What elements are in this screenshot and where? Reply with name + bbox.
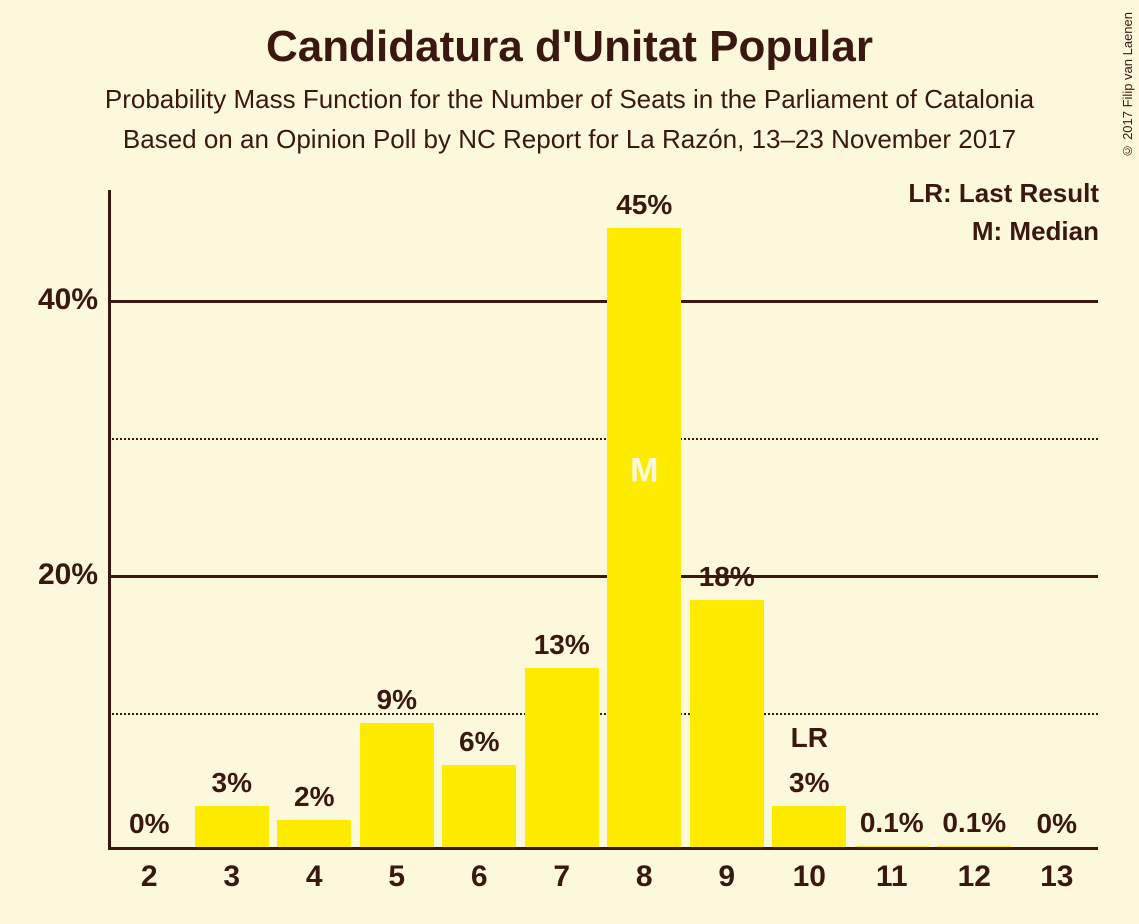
y-axis-label: 20% [8, 558, 98, 592]
x-axis-label: 10 [793, 860, 826, 894]
x-axis [108, 847, 1098, 850]
gridline [108, 575, 1098, 578]
bar-value-label: 45% [616, 189, 672, 221]
bar-value-label: 0.1% [860, 807, 924, 839]
x-axis-label: 2 [141, 860, 158, 894]
chart-subtitle-1: Probability Mass Function for the Number… [0, 84, 1139, 115]
bar [937, 846, 1011, 847]
x-axis-label: 12 [958, 860, 991, 894]
bar [855, 846, 929, 847]
bar-chart: 20%40%0%23%32%49%56%613%745%8M18%93%10LR… [108, 190, 1098, 850]
x-axis-label: 11 [876, 860, 908, 894]
x-axis-label: 5 [388, 860, 405, 894]
bar [277, 820, 351, 848]
bar-value-label: 6% [459, 726, 499, 758]
x-axis-label: 7 [553, 860, 570, 894]
bar-value-label: 13% [534, 629, 590, 661]
bar-value-label: 2% [294, 781, 334, 813]
bar [772, 806, 846, 847]
gridline [108, 438, 1098, 440]
bar [195, 806, 269, 847]
bar-value-label: 0% [129, 808, 169, 840]
x-axis-label: 8 [636, 860, 653, 894]
copyright-text: © 2017 Filip van Laenen [1120, 12, 1135, 159]
bar [525, 668, 599, 847]
x-axis-label: 3 [223, 860, 240, 894]
gridline [108, 300, 1098, 303]
bar-value-label: 9% [377, 684, 417, 716]
chart-title: Candidatura d'Unitat Popular [0, 22, 1139, 72]
x-axis-label: 13 [1040, 860, 1073, 894]
bar-value-label: 0% [1037, 808, 1077, 840]
bar [442, 765, 516, 848]
gridline [108, 713, 1098, 715]
x-axis-label: 6 [471, 860, 488, 894]
median-marker: M [630, 451, 658, 490]
bar-value-label: 18% [699, 561, 755, 593]
chart-subtitle-2: Based on an Opinion Poll by NC Report fo… [0, 124, 1139, 155]
y-axis-label: 40% [8, 283, 98, 317]
bar-value-label: 3% [789, 767, 829, 799]
x-axis-label: 4 [306, 860, 323, 894]
bar [360, 723, 434, 847]
y-axis [108, 190, 111, 850]
bar-value-label: 3% [212, 767, 252, 799]
x-axis-label: 9 [718, 860, 735, 894]
bar [607, 228, 681, 847]
bar-value-label: 0.1% [942, 807, 1006, 839]
last-result-marker: LR [791, 722, 828, 754]
bar [690, 600, 764, 848]
